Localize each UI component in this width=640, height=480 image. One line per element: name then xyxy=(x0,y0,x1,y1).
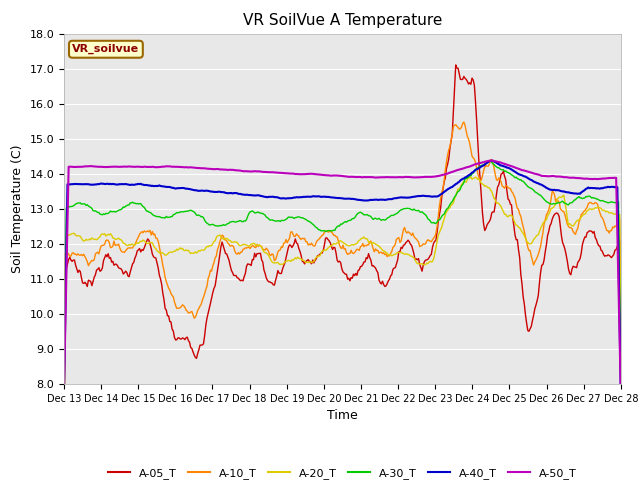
Title: VR SoilVue A Temperature: VR SoilVue A Temperature xyxy=(243,13,442,28)
Y-axis label: Soil Temperature (C): Soil Temperature (C) xyxy=(11,144,24,273)
Text: VR_soilvue: VR_soilvue xyxy=(72,44,140,54)
Legend: A-05_T, A-10_T, A-20_T, A-30_T, A-40_T, A-50_T: A-05_T, A-10_T, A-20_T, A-30_T, A-40_T, … xyxy=(104,464,581,480)
X-axis label: Time: Time xyxy=(327,409,358,422)
